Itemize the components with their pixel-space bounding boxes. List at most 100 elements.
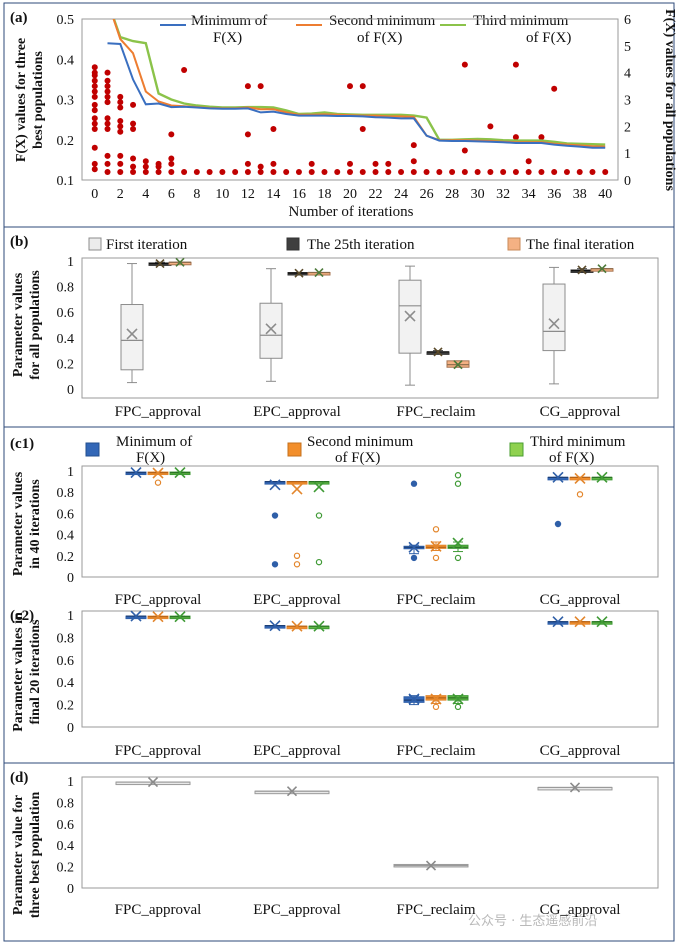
legend-c1-second-swatch xyxy=(287,442,302,457)
scatter-point xyxy=(130,155,137,162)
box-mean-marker xyxy=(430,693,442,705)
panel-c1-ylabel-2: in 40 iterations xyxy=(28,479,43,569)
legend-b-25th: The 25th iteration xyxy=(307,237,415,253)
scatter-point xyxy=(525,168,532,175)
box-mean-marker xyxy=(425,860,437,871)
scatter-point xyxy=(91,144,98,151)
panel-d-ytick-label: 0.6 xyxy=(57,818,75,833)
panel-b-ylabel-1: Parameter values xyxy=(11,272,26,377)
box-mean-marker xyxy=(294,268,304,278)
scatter-point xyxy=(461,168,468,175)
scatter-point xyxy=(130,163,137,170)
scatter-point xyxy=(168,168,175,175)
scatter-point xyxy=(130,120,137,127)
scatter-point xyxy=(104,115,111,122)
scatter-point xyxy=(91,69,98,76)
box-mean-marker xyxy=(291,620,303,632)
scatter-point xyxy=(91,93,98,100)
panel-a-xtick-label: 0 xyxy=(91,187,98,202)
panel-a-xtick-label: 40 xyxy=(598,187,612,202)
scatter-point xyxy=(563,168,570,175)
scatter-point xyxy=(181,66,188,73)
panel-a-xtick-label: 16 xyxy=(292,187,306,202)
box-mean-marker xyxy=(152,467,164,479)
scatter-point xyxy=(142,158,149,165)
panel-a-xtick-label: 8 xyxy=(193,187,200,202)
panel-c2-ytick-label: 0 xyxy=(67,721,74,736)
panel-c1-ytick-label: 0.2 xyxy=(57,550,75,565)
scatter-point xyxy=(104,152,111,159)
scatter-point xyxy=(372,168,379,175)
scatter-point xyxy=(270,168,277,175)
legend-a-min-line1: Minimum of xyxy=(191,13,267,29)
panel-c1-ytick-label: 0.4 xyxy=(57,529,75,544)
scatter-point xyxy=(181,168,188,175)
box-mean-marker xyxy=(269,620,281,632)
box-mean-marker xyxy=(577,265,587,275)
panel-c1-category-label: FPC_approval xyxy=(115,592,202,608)
scatter-point xyxy=(449,168,456,175)
panel-a-y2tick-label: 1 xyxy=(624,147,631,162)
scatter-point xyxy=(104,69,111,76)
box-outlier-point xyxy=(271,561,279,568)
panel-a-xtick-label: 30 xyxy=(471,187,485,202)
box-mean-marker xyxy=(548,318,560,330)
scatter-point xyxy=(244,168,251,175)
scatter-point xyxy=(244,83,251,90)
panel-b-ytick-label: 0 xyxy=(67,383,74,398)
scatter-point xyxy=(117,128,124,135)
panel-c2-category-label: FPC_approval xyxy=(115,743,202,759)
scatter-point xyxy=(270,160,277,167)
panel-a-xtick-label: 6 xyxy=(168,187,175,202)
scatter-point xyxy=(461,61,468,68)
panel-label-d: (d) xyxy=(10,770,28,786)
scatter-point xyxy=(359,126,366,133)
scatter-point xyxy=(91,77,98,84)
scatter-point xyxy=(257,83,264,90)
box-outlier-point xyxy=(454,472,462,479)
scatter-point xyxy=(359,168,366,175)
panel-a-y2tick-label: 0 xyxy=(624,174,631,189)
scatter-point xyxy=(155,168,162,175)
scatter-point xyxy=(219,168,226,175)
scatter-point xyxy=(130,168,137,175)
legend-b-first: First iteration xyxy=(106,237,188,253)
panel-a-ytick-label: 0.2 xyxy=(57,134,75,149)
scatter-point xyxy=(155,160,162,167)
box-outlier-point xyxy=(410,480,418,487)
box-outlier-point xyxy=(454,554,462,562)
panel-b-ytick-label: 0.8 xyxy=(57,281,75,296)
scatter-point xyxy=(104,120,111,127)
scatter-point xyxy=(474,168,481,175)
panel-a-plot-area xyxy=(81,18,619,181)
scatter-point xyxy=(168,160,175,167)
panel-c1-ytick-label: 1 xyxy=(67,465,74,480)
panel-c2-ytick-label: 0.8 xyxy=(57,631,75,646)
panel-a-ytick-label: 0.1 xyxy=(57,174,75,189)
scatter-point xyxy=(398,168,405,175)
scatter-point xyxy=(244,131,251,138)
box-outlier-point xyxy=(432,526,440,533)
box-mean-marker xyxy=(314,267,324,278)
box-mean-marker xyxy=(596,616,608,628)
scatter-point xyxy=(117,93,124,100)
scatter-point xyxy=(270,126,277,133)
panel-b-ytick-label: 1 xyxy=(67,255,74,270)
box-mean-marker xyxy=(152,611,164,623)
box-outlier-point xyxy=(432,703,440,711)
scatter-point xyxy=(347,160,353,167)
scatter-point xyxy=(423,168,430,175)
scatter-point xyxy=(410,168,417,175)
scatter-point xyxy=(551,85,558,92)
scatter-point xyxy=(117,168,124,175)
legend-b-final: The final iteration xyxy=(526,237,635,253)
panel-a-y2tick-label: 5 xyxy=(624,40,631,55)
panel-a-xtick-label: 32 xyxy=(496,187,510,202)
legend-c1-third-line2: of F(X) xyxy=(549,450,594,466)
panel-a-xtick-label: 24 xyxy=(394,187,408,202)
panel-label-a: (a) xyxy=(10,10,28,26)
box-mean-marker xyxy=(291,483,303,495)
scatter-point xyxy=(104,88,111,95)
scatter-point xyxy=(91,83,98,90)
